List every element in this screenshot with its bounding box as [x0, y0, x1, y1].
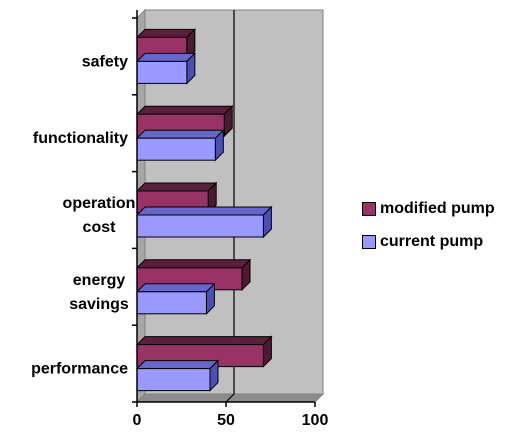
- category-label-line: safety: [82, 53, 128, 70]
- bar-top-modified-pump-operation-cost: [135, 182, 218, 192]
- gridline-50-floor: [225, 393, 235, 403]
- x-tick-label-50: 50: [217, 412, 235, 429]
- bar-top-current-pump-operation-cost: [135, 206, 273, 216]
- axes: [132, 10, 316, 407]
- category-label-operation-cost: operation cost: [63, 195, 136, 236]
- bar-top-current-pump-functionality: [135, 129, 225, 139]
- legend-swatch-modified-pump: [362, 202, 376, 216]
- category-label-line: energy: [73, 272, 126, 289]
- bar-top-current-pump-safety: [135, 52, 197, 62]
- bar-current-pump-functionality: [136, 137, 216, 161]
- category-label-performance: performance: [31, 361, 128, 378]
- x-tick-label-100: 100: [302, 412, 329, 429]
- category-label-line: operation: [63, 195, 136, 212]
- gridlines: [225, 10, 235, 403]
- x-tick-labels: 0 50 100: [133, 412, 329, 429]
- category-labels: performance energy savings operation cost fun…: [31, 53, 135, 377]
- category-label-line: functionality: [33, 130, 128, 147]
- legend-item-current-pump: current pump: [362, 230, 502, 254]
- bar-current-pump-performance: [136, 368, 211, 392]
- category-label-safety: safety: [82, 53, 128, 70]
- category-label-energy-savings: energy savings: [69, 272, 129, 313]
- legend-item-modified-pump: modified pump: [362, 197, 502, 221]
- bar-top-modified-pump-safety: [135, 28, 197, 38]
- bar-current-pump-safety: [136, 60, 188, 84]
- bar-top-modified-pump-performance: [135, 336, 273, 346]
- bar-top-current-pump-performance: [135, 360, 220, 370]
- bar-current-pump-operation-cost: [136, 214, 264, 238]
- bar-top-modified-pump-functionality: [135, 105, 234, 115]
- legend-label-current-pump: current pump: [380, 233, 484, 250]
- bar-top-current-pump-energy-savings: [135, 283, 216, 293]
- bars: [135, 28, 273, 392]
- category-label-line: performance: [31, 361, 128, 378]
- category-label-line: cost: [83, 219, 117, 236]
- legend-swatch-current-pump: [362, 235, 376, 249]
- category-label-functionality: functionality: [33, 130, 128, 147]
- legend: modified pump current pump: [362, 197, 502, 263]
- bar-current-pump-energy-savings: [136, 291, 207, 315]
- legend-label-modified-pump: modified pump: [380, 200, 495, 217]
- x-tick-label-0: 0: [133, 412, 142, 429]
- category-label-line: savings: [69, 296, 129, 313]
- bar-top-modified-pump-energy-savings: [135, 259, 252, 269]
